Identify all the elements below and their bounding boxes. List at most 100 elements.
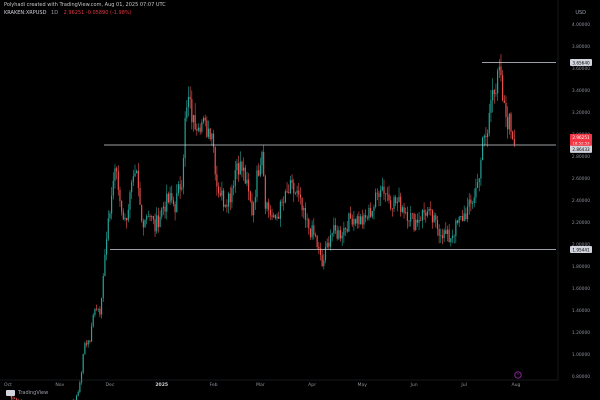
- candle-body: [82, 354, 84, 373]
- candle-body: [413, 213, 415, 230]
- currency-label: USD: [575, 10, 586, 16]
- candle-body: [259, 165, 261, 176]
- candle-body: [339, 230, 342, 239]
- candle-body: [253, 202, 255, 216]
- candle-body: [226, 204, 228, 207]
- candle-body: [209, 128, 211, 140]
- candle-body: [233, 185, 235, 189]
- candle-body: [109, 213, 111, 219]
- candle-body: [348, 213, 350, 232]
- candle-body: [196, 129, 198, 131]
- candle-body: [498, 66, 500, 71]
- candle-body: [353, 219, 355, 225]
- price-tick-label: 3.20000: [572, 110, 590, 116]
- candle-body: [169, 193, 171, 203]
- candle-body: [189, 96, 191, 100]
- candle-body: [171, 193, 173, 201]
- candle-body: [461, 216, 464, 222]
- price-tick-label: 2.80000: [572, 154, 590, 160]
- candle-body: [331, 233, 333, 236]
- candle-body: [321, 255, 323, 266]
- candle-body: [507, 117, 509, 130]
- candle-body: [77, 392, 79, 396]
- candle-body: [503, 100, 505, 104]
- candle-body: [476, 182, 479, 188]
- candle-body: [121, 201, 123, 212]
- time-tick-label: Aug: [512, 382, 521, 388]
- candle-body: [358, 216, 360, 225]
- candle-body: [435, 215, 437, 221]
- candle-body: [391, 208, 393, 210]
- candle-body: [266, 202, 268, 209]
- candle-body: [187, 96, 190, 108]
- time-tick-label: Oct: [4, 382, 12, 388]
- brand-name: TradingView: [18, 390, 49, 396]
- candle-body: [87, 340, 89, 345]
- candle-body: [166, 193, 168, 212]
- candle-body: [426, 211, 429, 216]
- candle-body: [343, 227, 345, 236]
- current-price-tag: [570, 133, 592, 146]
- price-tick-label: 2.40000: [572, 198, 590, 204]
- candle-body: [418, 219, 420, 223]
- candle-body: [490, 100, 492, 113]
- candle-body: [311, 225, 313, 238]
- candle-body: [222, 190, 225, 207]
- candle-body: [306, 219, 308, 220]
- candle-body: [227, 193, 230, 207]
- candle-body: [156, 215, 158, 232]
- candle-body: [126, 217, 128, 221]
- candle-body: [174, 204, 176, 213]
- ohlc-readout: 2.96251 -0.05890 (-1.98%): [63, 10, 132, 16]
- candle-body: [386, 193, 388, 195]
- candle-body: [485, 135, 487, 138]
- candle-body: [314, 234, 317, 237]
- candle-body: [465, 213, 467, 220]
- candle-body: [197, 127, 200, 131]
- candle-body: [508, 113, 510, 130]
- tradingview-footer[interactable]: TradingView: [6, 390, 48, 396]
- candle-body: [157, 215, 159, 228]
- candle-body: [400, 196, 402, 212]
- candle-body: [104, 254, 106, 276]
- candle-body: [80, 372, 83, 383]
- candle-body: [466, 206, 469, 220]
- candle-body: [164, 206, 166, 212]
- candle-body: [152, 216, 154, 220]
- candle-body: [97, 308, 99, 310]
- candle-body: [428, 208, 430, 212]
- candle-body: [106, 239, 108, 255]
- candle-body: [460, 216, 462, 218]
- price-tick-label: 3.80000: [572, 44, 590, 50]
- candle-body: [354, 219, 357, 224]
- candle-body: [471, 203, 474, 204]
- tradingview-logo-icon: [6, 390, 15, 396]
- candle-body: [500, 66, 502, 76]
- price-tick-label: 1.60000: [572, 286, 590, 292]
- candle-body: [497, 70, 499, 94]
- candle-body: [328, 242, 330, 247]
- event-clock-icon[interactable]: [514, 371, 522, 379]
- candle-body: [231, 188, 233, 203]
- candle-body: [438, 228, 440, 236]
- candle-body: [446, 229, 449, 234]
- candle-body: [89, 340, 91, 342]
- levels-layer: 3.656402.900001.95441: [104, 59, 592, 253]
- candle-body: [147, 216, 149, 217]
- candle-body: [261, 152, 263, 166]
- candle-body: [303, 208, 305, 211]
- time-tick-label: Apr: [308, 382, 316, 388]
- candle-body: [177, 184, 180, 194]
- candle-body: [94, 308, 96, 316]
- candle-body: [274, 215, 276, 219]
- candle-body: [201, 122, 203, 132]
- candle-body: [79, 382, 81, 393]
- candle-body: [92, 315, 94, 327]
- candle-body: [365, 215, 367, 218]
- candle-body: [390, 200, 392, 209]
- candle-body: [289, 180, 291, 194]
- price-tick-label: 1.40000: [572, 308, 590, 314]
- candle-body: [349, 213, 352, 219]
- candle-body: [286, 191, 288, 193]
